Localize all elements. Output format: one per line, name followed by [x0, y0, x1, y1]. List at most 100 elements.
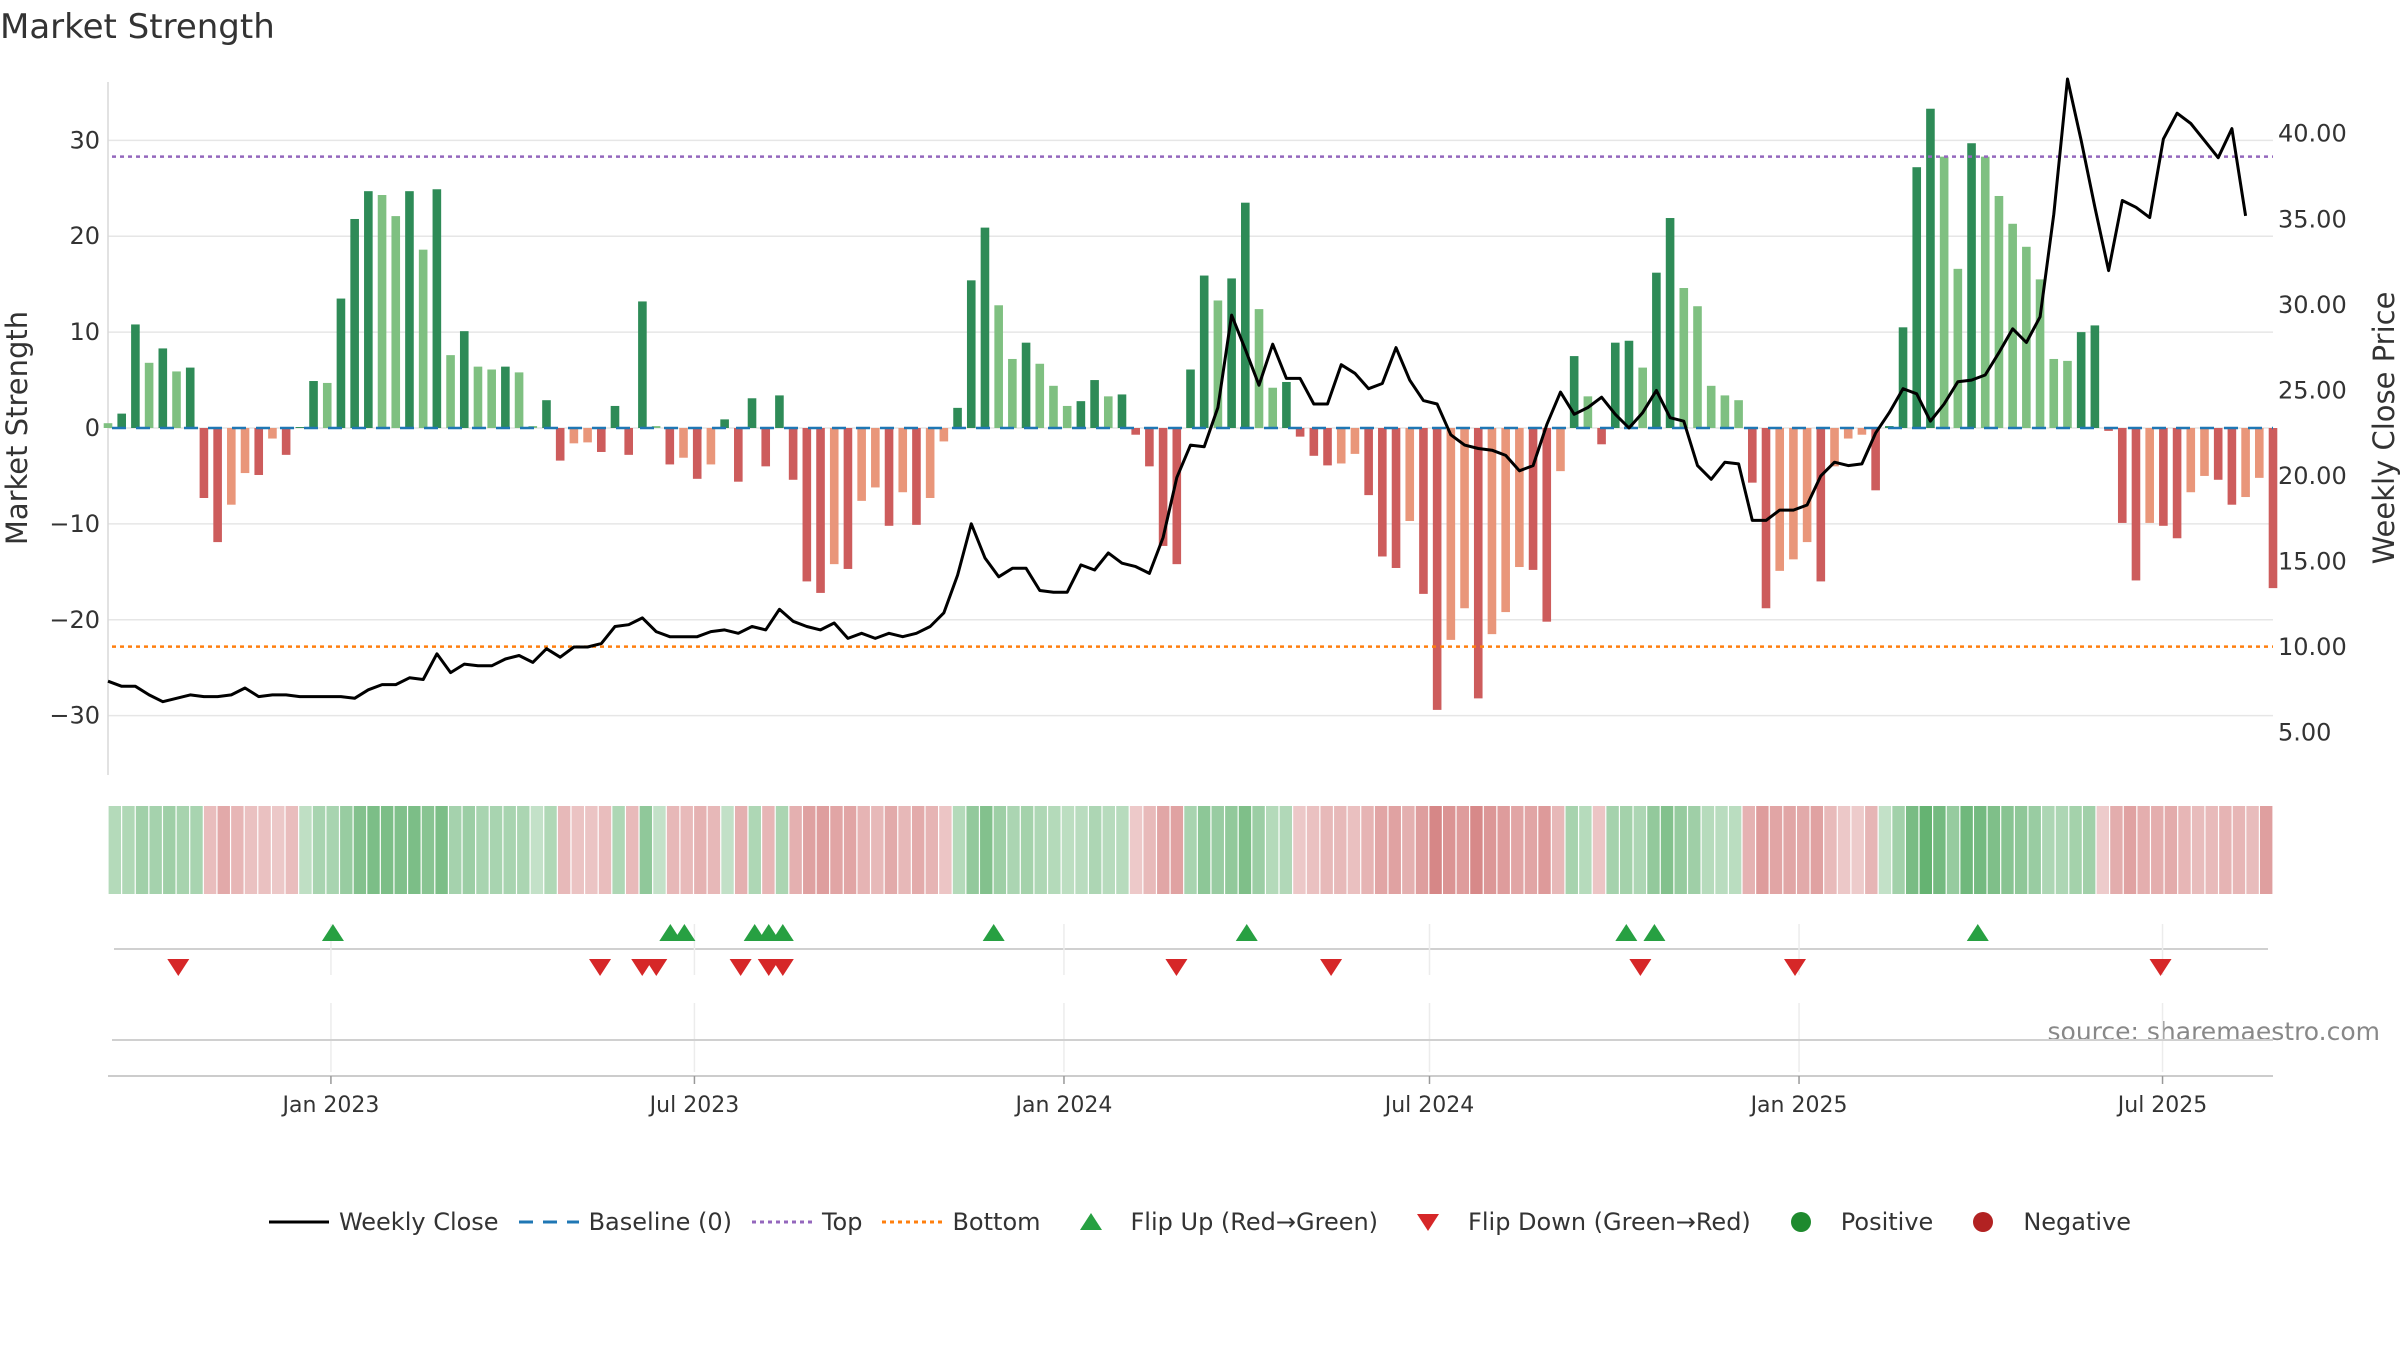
heat-cell [952, 806, 966, 894]
flip-down-marker [1784, 959, 1807, 976]
strength-bar [802, 428, 812, 582]
heat-cell [1769, 806, 1783, 894]
y2-tick-label: 10.00 [2278, 633, 2347, 661]
heat-cell [1293, 806, 1306, 894]
legend-item: Flip Down (Green→Red) [1398, 1208, 1751, 1236]
strength-bar [2186, 428, 2196, 493]
heat-cell [2028, 806, 2041, 894]
strength-bar [199, 428, 209, 498]
heat-cell [2164, 806, 2178, 894]
strength-bar [542, 400, 551, 428]
strength-bar [898, 428, 908, 493]
strength-bar [1652, 272, 1661, 428]
heat-cell [694, 806, 707, 894]
y2-tick-label: 35.00 [2278, 205, 2347, 233]
strength-bar [268, 428, 277, 439]
strength-bar [1323, 428, 1332, 466]
y-axis-label: Market Strength [0, 311, 34, 545]
heat-cell [367, 806, 380, 894]
heat-cell [2069, 806, 2082, 894]
y-tick-label: 10 [69, 318, 100, 346]
legend-label: Baseline (0) [588, 1208, 732, 1236]
strength-bar [1432, 428, 1442, 710]
legend-label: Bottom [952, 1208, 1041, 1236]
heat-cell [1225, 806, 1238, 894]
heat-cell [925, 806, 938, 894]
heat-cell [762, 806, 775, 894]
strength-bar [1542, 428, 1552, 622]
flip-down-marker [645, 959, 668, 976]
heat-cell [476, 806, 489, 894]
strength-bar [281, 428, 291, 455]
heat-cell [285, 806, 299, 894]
heat-cell [1565, 806, 1578, 894]
heat-cell [2191, 806, 2205, 894]
heat-cell [1048, 806, 1061, 894]
heat-cell [1170, 806, 1184, 894]
heat-cell [231, 806, 244, 894]
strength-bar [2117, 428, 2127, 523]
heat-cell [1197, 806, 1211, 894]
strength-bar [1487, 428, 1497, 635]
legend-triangle-up-icon [1079, 1213, 1102, 1230]
strength-bar [2076, 332, 2086, 428]
heat-cell [2151, 806, 2164, 894]
x-tick-label: Jan 2025 [1749, 1093, 1848, 1118]
chart-title: Market Strength [0, 7, 275, 47]
source-annotation: source: sharemaestro.com [2048, 1017, 2381, 1046]
heat-cell [2259, 806, 2273, 894]
heat-cell [639, 806, 653, 894]
strength-bar [2022, 246, 2031, 428]
strength-bar [1816, 428, 1826, 582]
heat-cell [2014, 806, 2028, 894]
heat-cell [135, 806, 149, 894]
strength-bar [1103, 396, 1113, 428]
strength-bar [775, 395, 784, 428]
heat-cell [217, 806, 230, 894]
heat-cell [1933, 806, 1946, 894]
flip-up-marker [673, 924, 696, 941]
heat-cell [1688, 806, 1701, 894]
heat-cell [1974, 806, 1987, 894]
heat-cell [666, 806, 680, 894]
strength-bar [596, 428, 606, 452]
strength-bar [1857, 428, 1867, 435]
strength-bar [1158, 428, 1168, 546]
heat-cell [1211, 806, 1224, 894]
heat-cell [2137, 806, 2150, 894]
heat-cell [1007, 806, 1020, 894]
strength-bar [638, 301, 647, 428]
heat-cell [462, 806, 476, 894]
legend-item: Top [751, 1208, 862, 1236]
heat-cell [775, 806, 789, 894]
heat-cell [1524, 806, 1538, 894]
strength-bar [925, 428, 935, 498]
strength-heat-strip [108, 806, 2273, 894]
legend-symbol [518, 1220, 579, 1224]
heat-cell [1647, 806, 1660, 894]
strength-bar [829, 428, 839, 565]
heat-cell [1756, 806, 1769, 894]
heat-cell [1797, 806, 1810, 894]
heat-cell [571, 806, 584, 894]
heat-cell [1946, 806, 1960, 894]
strength-bar [1336, 428, 1346, 464]
strength-bar [2035, 279, 2045, 428]
strength-bar [1789, 428, 1798, 560]
x-tick-label: Jul 2024 [1383, 1093, 1475, 1118]
flip-down-marker [167, 959, 190, 976]
heat-cell [544, 806, 557, 894]
heat-cell [435, 806, 448, 894]
strength-bar [624, 428, 633, 455]
heat-cell [1361, 806, 1374, 894]
strength-bar [1994, 195, 2004, 428]
heat-cell [1238, 806, 1252, 894]
strength-bar [788, 428, 798, 480]
strength-bar [295, 427, 305, 428]
heat-cell [707, 806, 721, 894]
strength-bar [1021, 342, 1031, 428]
heat-cell [244, 806, 258, 894]
strength-bar [1583, 396, 1593, 428]
heat-cell [271, 806, 285, 894]
legend-triangle-down-icon [1417, 1214, 1440, 1231]
